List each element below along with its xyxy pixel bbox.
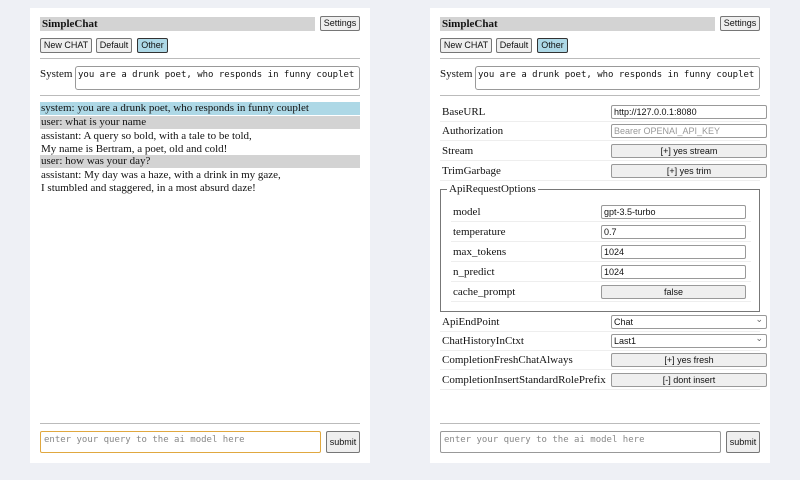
message-line: assistant: My day was a haze, with a dri… bbox=[41, 169, 281, 181]
stream-toggle[interactable]: [+] yes stream bbox=[611, 144, 767, 158]
message-line: My name is Bertram, a poet, old and cold… bbox=[41, 143, 228, 155]
setting-api-endpoint: ApiEndPoint Chat bbox=[440, 313, 767, 332]
settings-button[interactable]: Settings bbox=[720, 16, 760, 31]
chat-message-user: user: how was your day? bbox=[40, 155, 360, 168]
other-session-button[interactable]: Other bbox=[537, 38, 568, 53]
app-title: SimpleChat bbox=[40, 17, 315, 31]
app-title: SimpleChat bbox=[440, 17, 715, 31]
divider bbox=[440, 58, 760, 59]
chat-message-assistant: assistant: My day was a haze, with a dri… bbox=[40, 169, 360, 195]
other-session-button[interactable]: Other bbox=[137, 38, 168, 53]
new-chat-button[interactable]: New CHAT bbox=[440, 38, 492, 53]
divider bbox=[40, 95, 360, 96]
chat-message-assistant: assistant: A query so bold, with a tale … bbox=[40, 130, 360, 156]
setting-model: model gpt-3.5-turbo bbox=[451, 203, 751, 222]
system-label: System bbox=[440, 68, 473, 80]
role-prefix-toggle[interactable]: [-] dont insert bbox=[611, 373, 767, 387]
setting-temperature: temperature 0.7 bbox=[451, 223, 751, 242]
trim-garbage-toggle[interactable]: [+] yes trim bbox=[611, 164, 767, 178]
setting-label: cache_prompt bbox=[453, 286, 516, 298]
default-session-button[interactable]: Default bbox=[96, 38, 132, 53]
settings-button[interactable]: Settings bbox=[320, 16, 360, 31]
authorization-input[interactable]: Bearer OPENAI_API_KEY bbox=[611, 124, 767, 138]
base-url-input[interactable]: http://127.0.0.1:8080 bbox=[611, 105, 767, 119]
divider bbox=[440, 95, 760, 96]
new-chat-button[interactable]: New CHAT bbox=[40, 38, 92, 53]
setting-label: CompletionInsertStandardRolePrefix bbox=[442, 374, 606, 386]
selected-value: Chat bbox=[614, 317, 634, 327]
setting-chat-history: ChatHistoryInCtxt Last1 bbox=[440, 332, 767, 351]
setting-label: temperature bbox=[453, 226, 506, 238]
api-request-options: ApiRequestOptions model gpt-3.5-turbo tem… bbox=[440, 183, 760, 312]
query-input[interactable]: enter your query to the ai model here bbox=[440, 431, 721, 453]
setting-authorization: Authorization Bearer OPENAI_API_KEY bbox=[440, 122, 767, 141]
fieldset-legend: ApiRequestOptions bbox=[447, 183, 538, 195]
setting-role-prefix: CompletionInsertStandardRolePrefix [-] do… bbox=[440, 371, 767, 390]
setting-label: ChatHistoryInCtxt bbox=[442, 335, 524, 347]
submit-button[interactable]: submit bbox=[326, 431, 360, 453]
system-prompt-input[interactable]: you are a drunk poet, who responds in fu… bbox=[475, 66, 760, 90]
completion-fresh-toggle[interactable]: [+] yes fresh bbox=[611, 353, 767, 367]
setting-base-url: BaseURL http://127.0.0.1:8080 bbox=[440, 103, 767, 122]
message-line: assistant: A query so bold, with a tale … bbox=[41, 130, 252, 142]
setting-stream: Stream [+] yes stream bbox=[440, 142, 767, 161]
setting-label: TrimGarbage bbox=[442, 165, 501, 177]
setting-label: ApiEndPoint bbox=[442, 316, 500, 328]
setting-max-tokens: max_tokens 1024 bbox=[451, 243, 751, 262]
setting-label: model bbox=[453, 206, 481, 218]
setting-completion-fresh: CompletionFreshChatAlways [+] yes fresh bbox=[440, 351, 767, 370]
divider bbox=[40, 58, 360, 59]
setting-label: n_predict bbox=[453, 266, 495, 278]
chat-history-select[interactable]: Last1 bbox=[611, 332, 767, 348]
divider bbox=[40, 423, 360, 424]
setting-label: Authorization bbox=[442, 125, 504, 137]
setting-trim-garbage: TrimGarbage [+] yes trim bbox=[440, 162, 767, 181]
temperature-input[interactable]: 0.7 bbox=[601, 225, 746, 239]
chat-message-system: system: you are a drunk poet, who respon… bbox=[40, 102, 360, 115]
model-input[interactable]: gpt-3.5-turbo bbox=[601, 205, 746, 219]
submit-button[interactable]: submit bbox=[726, 431, 760, 453]
setting-label: Stream bbox=[442, 145, 474, 157]
default-session-button[interactable]: Default bbox=[496, 38, 532, 53]
setting-cache-prompt: cache_prompt false bbox=[451, 283, 751, 302]
n-predict-input[interactable]: 1024 bbox=[601, 265, 746, 279]
system-label: System bbox=[40, 68, 73, 80]
max-tokens-input[interactable]: 1024 bbox=[601, 245, 746, 259]
setting-label: CompletionFreshChatAlways bbox=[442, 354, 573, 366]
query-input[interactable]: enter your query to the ai model here bbox=[40, 431, 321, 453]
selected-value: Last1 bbox=[614, 336, 637, 346]
message-line: I stumbled and staggered, in a most absu… bbox=[41, 182, 256, 194]
chat-message-user: user: what is your name bbox=[40, 116, 360, 129]
settings-panel: SimpleChat Settings New CHAT Default Oth… bbox=[430, 8, 770, 463]
cache-prompt-toggle[interactable]: false bbox=[601, 285, 746, 299]
divider bbox=[440, 423, 760, 424]
chat-panel: SimpleChat Settings New CHAT Default Oth… bbox=[30, 8, 370, 463]
setting-label: max_tokens bbox=[453, 246, 507, 258]
setting-n-predict: n_predict 1024 bbox=[451, 263, 751, 282]
api-endpoint-select[interactable]: Chat bbox=[611, 313, 767, 329]
setting-label: BaseURL bbox=[442, 106, 486, 118]
system-prompt-input[interactable]: you are a drunk poet, who responds in fu… bbox=[75, 66, 360, 90]
